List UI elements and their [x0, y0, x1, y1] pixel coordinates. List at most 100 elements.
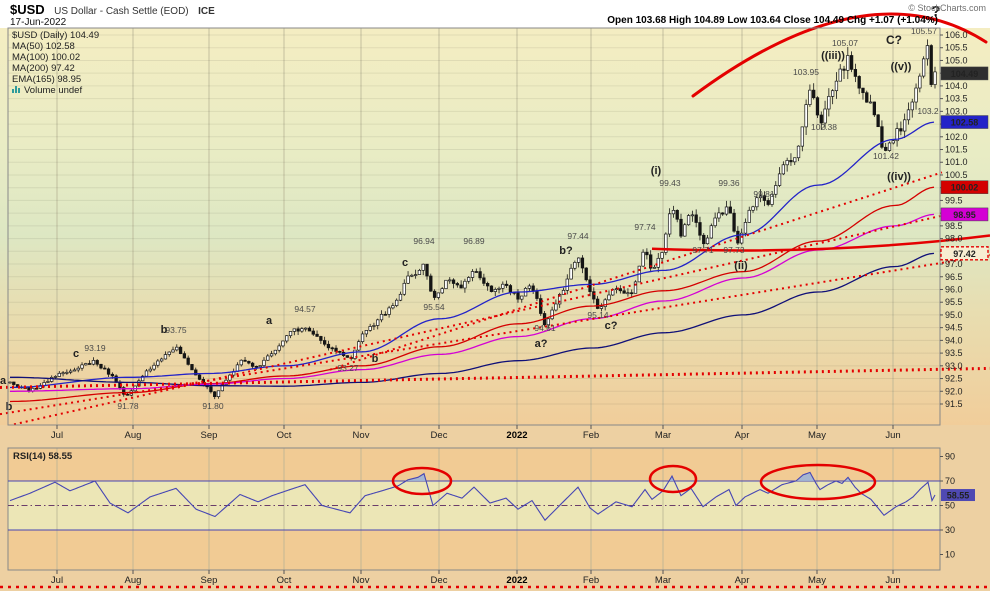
- wave-label: c: [73, 348, 79, 360]
- svg-text:$USD US Dollar - Cash Se: $USD US Dollar - Cash Settle (EOD) ICE: [10, 1, 215, 18]
- overlay-line-MA(100): [9, 186, 935, 403]
- price-flag-value: 100.02: [951, 183, 979, 193]
- price-annotation: 93.27: [337, 363, 359, 373]
- rsi-panel: RSI(14) 58.55 58.55: [8, 451, 975, 531]
- price-flag: [940, 66, 989, 81]
- rsi-middle-band: [8, 481, 940, 530]
- price-annotation: 97.44: [567, 231, 589, 241]
- price-annotation: 95.14: [587, 310, 609, 320]
- y-axis-tick-label: 99.5: [945, 195, 963, 205]
- month-label-main: May: [808, 430, 826, 441]
- price-annotation: 99.43: [659, 178, 681, 188]
- symbol-description: US Dollar - Cash Settle (EOD): [54, 6, 188, 17]
- price-annotation: 95.54: [423, 302, 445, 312]
- month-label-bottom: Nov: [353, 575, 370, 586]
- volume-bars-icon: [15, 86, 17, 93]
- rsi-overbought-fill: [845, 477, 850, 481]
- chart-header: $USD US Dollar - Cash Settle (EOD) ICE 1…: [10, 1, 986, 28]
- legend-item: Volume undef: [24, 85, 82, 96]
- price-annotation: 103.95: [793, 67, 819, 77]
- wave-label: ((iv)): [887, 171, 911, 183]
- y-axis-tick-label: 96.0: [945, 284, 963, 294]
- price-annotation: 93.75: [165, 325, 187, 335]
- price-flag-value: 98.95: [953, 210, 976, 220]
- overlay-line-MA(200): [10, 252, 935, 387]
- price-annotation: 97.74: [634, 222, 656, 232]
- y-axis-tick-label: 106.0: [945, 30, 968, 40]
- rsi-overbought-fill: [797, 472, 814, 481]
- month-label-bottom: Feb: [583, 575, 599, 586]
- month-label-main: Feb: [583, 430, 599, 441]
- price-annotation: 102.38: [811, 122, 837, 132]
- wave-label: a: [266, 315, 273, 327]
- y-axis-tick-label: 92.5: [945, 374, 963, 384]
- y-axis-tick-label: 97.0: [945, 259, 963, 269]
- rsi-line: [9, 471, 936, 522]
- wave-label: ((v)): [891, 61, 912, 73]
- month-label-main: Jun: [885, 430, 900, 441]
- y-axis-tick-label: 94.0: [945, 335, 963, 345]
- month-label-bottom: Mar: [655, 575, 671, 586]
- month-label-main: Nov: [353, 430, 370, 441]
- month-label-bottom: May: [808, 575, 826, 586]
- rsi-oversold-band: [8, 530, 940, 570]
- legend-item: $USD (Daily) 104.49: [12, 30, 99, 41]
- price-flag: [940, 115, 989, 129]
- price-annotation: 96.94: [413, 236, 435, 246]
- price-flag-value: 102.58: [951, 118, 979, 128]
- wave-label: (i): [651, 165, 662, 177]
- price-annotation: 101.42: [873, 151, 899, 161]
- y-axis-tick-label: 96.5: [945, 272, 963, 282]
- month-label-bottom: Aug: [125, 575, 142, 586]
- month-label-bottom: Apr: [735, 575, 750, 586]
- overlay-line-MA(50): [9, 121, 935, 389]
- rsi-overbought-fill: [670, 476, 674, 481]
- month-label-bottom: Oct: [277, 575, 292, 586]
- y-axis-tick-label: 95.5: [945, 297, 963, 307]
- rsi-overbought-band: [8, 448, 940, 481]
- month-label-main: Apr: [735, 430, 750, 441]
- price-annotation: 103.2: [917, 106, 939, 116]
- legend-item: MA(50) 102.58: [12, 41, 75, 52]
- month-label-bottom: Sep: [201, 575, 218, 586]
- y-axis-tick-label: 98.5: [945, 221, 963, 231]
- wave-label: b: [6, 401, 13, 413]
- month-label-main: Sep: [201, 430, 218, 441]
- overlay-line-EMA(165): [10, 213, 935, 392]
- candlestick-series: [8, 39, 937, 400]
- moving-average-lines: [9, 121, 935, 403]
- rsi-highlight-ellipse: [648, 464, 698, 494]
- wave-label: ((iii)): [821, 50, 845, 62]
- price-annotation: 97.71: [692, 245, 714, 255]
- price-annotation: 105.07: [832, 38, 858, 48]
- price-annotation: 94.57: [294, 304, 316, 314]
- volume-bars-icon: [12, 89, 14, 93]
- wave-label: a?: [535, 338, 548, 350]
- ohlc-quote: Open 103.68 High 104.89 Low 103.64 Close…: [607, 15, 938, 26]
- resistance-line: [651, 234, 990, 252]
- y-axis-tick-label: 103.5: [945, 94, 968, 104]
- y-axis-tick-label: 104.0: [945, 81, 968, 91]
- y-axis-tick-label: 93.0: [945, 361, 963, 371]
- symbol-title: $USD: [10, 2, 45, 17]
- wave-label: c?: [605, 320, 618, 332]
- y-axis-tick-label: 103.0: [945, 106, 968, 116]
- price-annotation: 99.36: [718, 178, 740, 188]
- month-label-main: 2022: [506, 430, 527, 441]
- y-axis-tick-label: 98.0: [945, 234, 963, 244]
- legend-item: MA(100) 100.02: [12, 52, 80, 63]
- rsi-axis-tick-label: 10: [945, 550, 955, 560]
- price-annotation: 105.57: [911, 26, 937, 36]
- price-flag-value: 104.49: [951, 69, 979, 79]
- price-annotation: 91.80: [202, 401, 224, 411]
- price-annotation: 97.73: [723, 245, 745, 255]
- price-flag-value: 97.42: [953, 249, 976, 259]
- wave-annotations: 93.19 91.78 93.75 91.80 94.57 93.27 96.94 95.54…: [0, 3, 941, 413]
- month-label-bottom: Jun: [885, 575, 900, 586]
- projection-arc: [691, 12, 988, 98]
- copyright-label: © StockCharts.com: [908, 3, 986, 13]
- price-flag: [940, 207, 989, 222]
- rsi-label: RSI(14) 58.55: [13, 451, 73, 462]
- month-label-main: Dec: [431, 430, 448, 441]
